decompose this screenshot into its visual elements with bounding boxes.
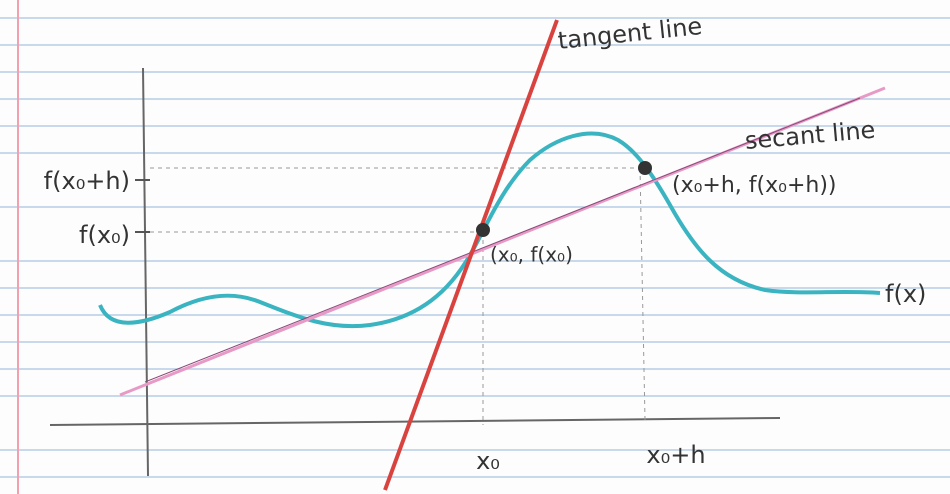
secant-label: secant line bbox=[744, 116, 877, 155]
notebook-diagram: tangent line secant line f(x) f(x₀+h) f(… bbox=[0, 0, 950, 494]
y-tick-label: f(x₀) bbox=[79, 221, 130, 249]
y-tick-label: f(x₀+h) bbox=[44, 167, 130, 195]
point bbox=[638, 161, 652, 175]
x-tick-label: x₀+h bbox=[646, 441, 705, 469]
point-label: (x₀, f(x₀) bbox=[490, 243, 573, 267]
point-label: (x₀+h, f(x₀+h)) bbox=[672, 173, 837, 198]
x-tick-label: x₀ bbox=[476, 447, 500, 475]
point bbox=[476, 223, 490, 237]
function-curve bbox=[100, 134, 880, 327]
axes bbox=[50, 68, 780, 476]
curve-label: f(x) bbox=[885, 280, 926, 308]
